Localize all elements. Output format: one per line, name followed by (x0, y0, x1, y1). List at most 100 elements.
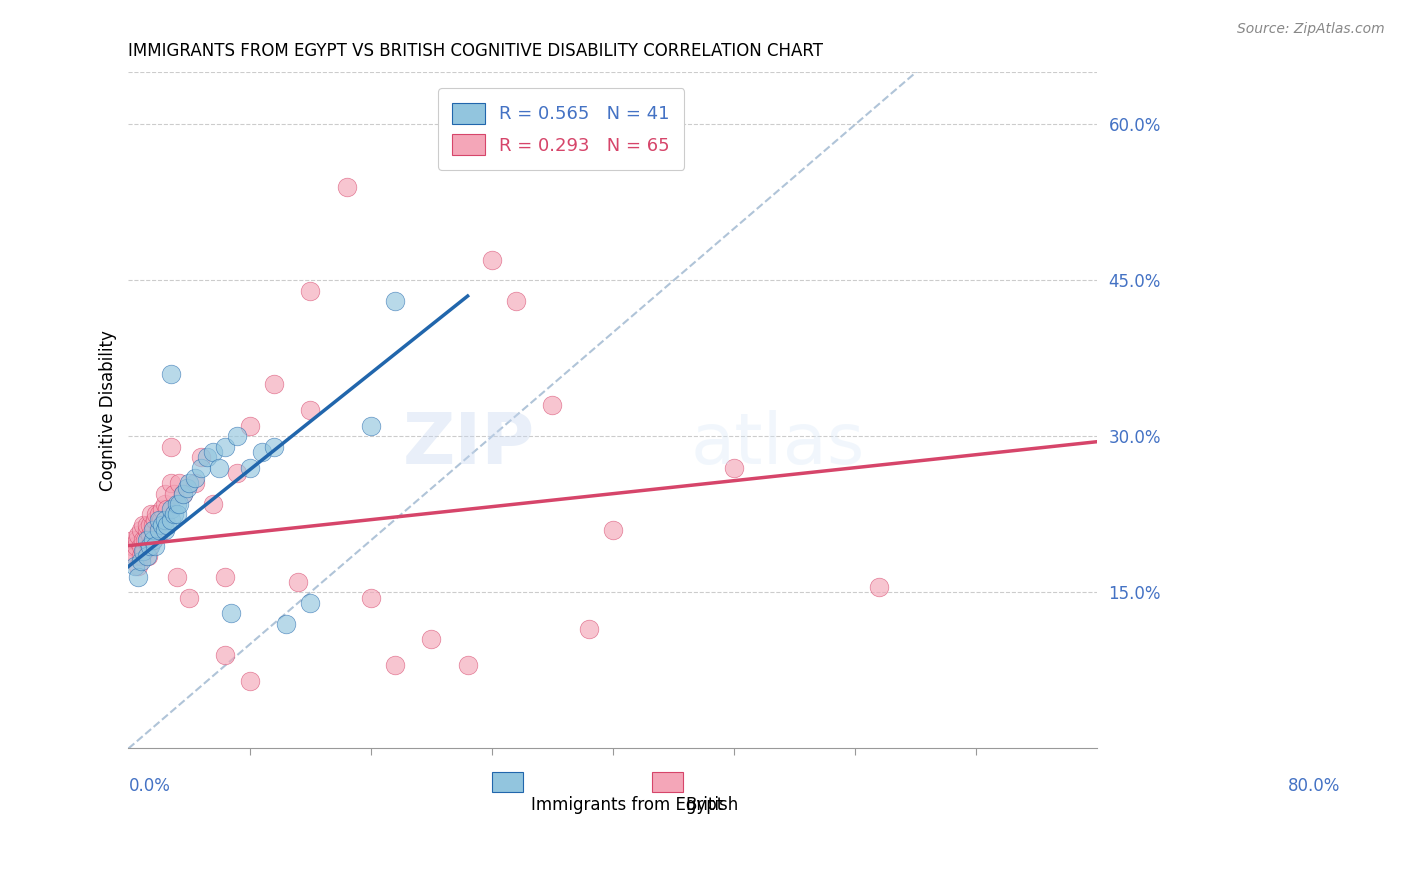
Point (160, 367, 183, 381)
Point (129, 549, 152, 563)
Point (195, 450, 218, 465)
Point (287, 575, 309, 590)
Point (135, 517, 157, 532)
Text: 0.0%: 0.0% (128, 777, 170, 795)
Point (169, 497, 191, 511)
Point (239, 419, 262, 434)
Point (129, 523, 152, 537)
Point (142, 517, 165, 532)
Point (146, 528, 169, 542)
Point (190, 450, 212, 465)
Point (153, 523, 176, 537)
Point (138, 539, 160, 553)
Point (239, 460, 262, 475)
Point (156, 502, 179, 516)
Point (172, 486, 194, 500)
Point (160, 476, 183, 491)
Point (163, 486, 186, 500)
Point (148, 513, 170, 527)
Point (136, 549, 159, 563)
Point (142, 533, 165, 548)
Point (299, 284, 322, 298)
Point (129, 539, 152, 553)
Point (384, 294, 406, 309)
Point (125, 539, 148, 553)
Point (135, 533, 157, 548)
Text: ZIP: ZIP (404, 409, 536, 479)
Point (132, 517, 155, 532)
Point (120, 544, 142, 558)
Point (153, 513, 176, 527)
Point (135, 523, 157, 537)
Point (160, 513, 183, 527)
Point (176, 482, 198, 496)
Point (214, 440, 236, 454)
Point (163, 508, 186, 522)
Point (166, 497, 188, 511)
Point (127, 559, 149, 574)
Point (208, 460, 231, 475)
Point (184, 476, 207, 491)
Point (134, 544, 156, 558)
Point (214, 570, 236, 584)
Text: 80.0%: 80.0% (1288, 777, 1340, 795)
Point (299, 403, 322, 417)
Point (190, 460, 212, 475)
Point (723, 460, 745, 475)
Point (124, 549, 146, 563)
Point (148, 508, 170, 522)
Point (384, 658, 406, 673)
Point (172, 486, 194, 500)
Point (125, 533, 148, 548)
Point (602, 523, 624, 537)
Point (153, 497, 176, 511)
Point (226, 429, 249, 443)
Point (169, 476, 191, 491)
Text: Immigrants from Egypt: Immigrants from Egypt (530, 796, 723, 814)
Point (299, 596, 322, 610)
Text: Source: ZipAtlas.com: Source: ZipAtlas.com (1237, 22, 1385, 37)
Point (226, 466, 249, 480)
Point (127, 570, 149, 584)
Point (156, 517, 179, 532)
Point (148, 523, 170, 537)
Point (263, 377, 285, 392)
FancyBboxPatch shape (652, 772, 683, 792)
Legend: R = 0.565   N = 41, R = 0.293   N = 65: R = 0.565 N = 41, R = 0.293 N = 65 (437, 88, 685, 169)
Point (150, 517, 173, 532)
Point (160, 440, 183, 454)
Y-axis label: Cognitive Disability: Cognitive Disability (100, 330, 117, 491)
Point (360, 591, 382, 605)
Point (263, 440, 285, 454)
Point (153, 486, 176, 500)
Text: IMMIGRANTS FROM EGYPT VS BRITISH COGNITIVE DISABILITY CORRELATION CHART: IMMIGRANTS FROM EGYPT VS BRITISH COGNITI… (128, 42, 824, 60)
Point (143, 539, 166, 553)
Point (578, 622, 600, 636)
Point (360, 419, 382, 434)
Point (457, 658, 479, 673)
Point (481, 252, 503, 267)
Point (184, 471, 207, 485)
Point (129, 554, 152, 568)
Point (150, 502, 173, 516)
Point (145, 508, 167, 522)
Point (505, 294, 527, 309)
Point (160, 502, 183, 516)
Point (202, 497, 225, 511)
Point (274, 616, 297, 631)
Point (139, 517, 162, 532)
Point (132, 533, 155, 548)
Point (214, 648, 236, 662)
Point (141, 508, 163, 522)
Point (335, 179, 357, 194)
Point (177, 476, 200, 491)
Point (166, 508, 188, 522)
Point (143, 513, 166, 527)
Point (150, 513, 173, 527)
Point (869, 580, 891, 594)
Point (121, 539, 143, 553)
Point (420, 632, 443, 647)
Point (139, 528, 162, 542)
Point (202, 445, 225, 459)
Point (127, 528, 149, 542)
